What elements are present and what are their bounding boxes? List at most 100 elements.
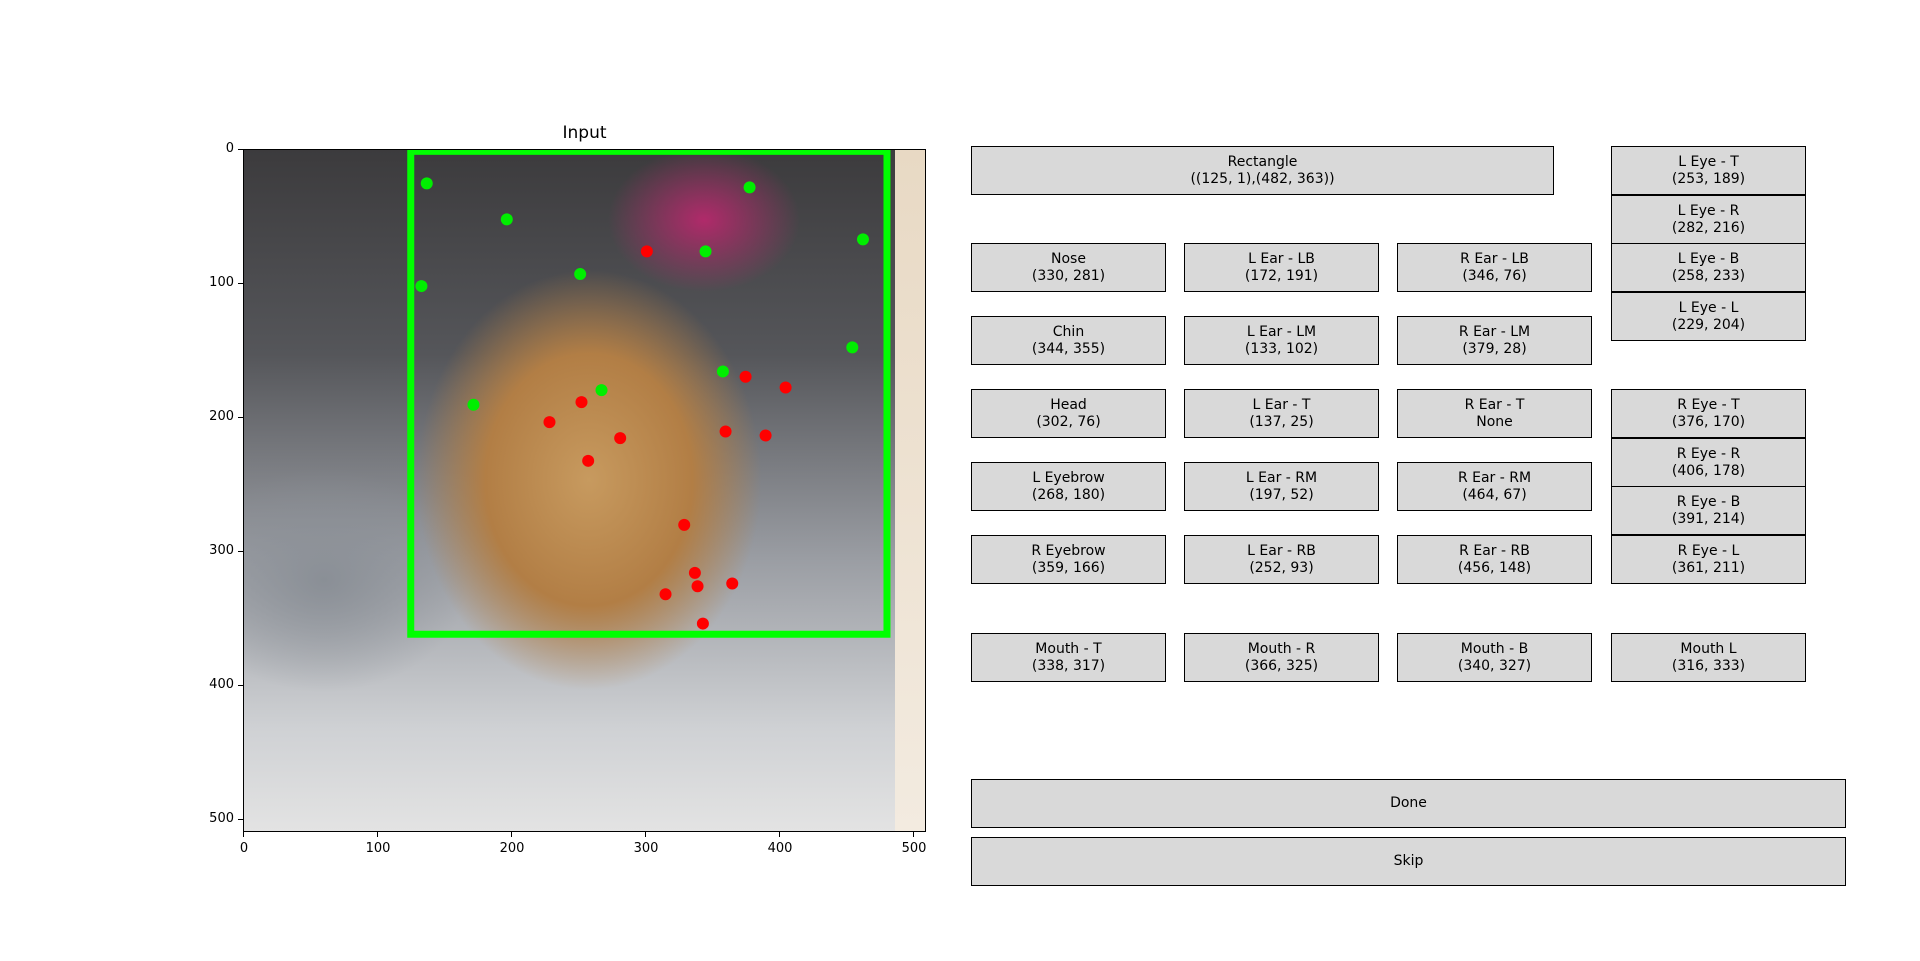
- green-keypoint: [846, 341, 859, 354]
- button-label: R Eye - T: [1677, 396, 1740, 413]
- x-tick-mark: [511, 832, 512, 837]
- green-keypoint: [699, 245, 712, 258]
- x-tick-label: 300: [633, 841, 659, 856]
- mouth-l-button[interactable]: Mouth L (316, 333): [1611, 633, 1806, 682]
- x-tick-label: 200: [499, 841, 525, 856]
- l-eye-l-button[interactable]: L Eye - L (229, 204): [1611, 292, 1806, 341]
- green-keypoint: [716, 365, 729, 378]
- button-value: (338, 317): [1031, 657, 1106, 674]
- mouth-r-button[interactable]: Mouth - R (366, 325): [1184, 633, 1379, 682]
- button-label: R Eye - R: [1676, 445, 1741, 462]
- green-keypoint: [856, 233, 869, 246]
- rectangle-button[interactable]: Rectangle ((125, 1),(482, 363)): [971, 146, 1554, 195]
- green-keypoint: [420, 177, 433, 190]
- button-value: (253, 189): [1671, 170, 1746, 187]
- button-label: Head: [1050, 396, 1087, 413]
- y-tick-label: 0: [225, 141, 234, 156]
- l-ear-lm-button[interactable]: L Ear - LM (133, 102): [1184, 316, 1379, 365]
- button-label: Done: [1390, 795, 1427, 811]
- r-eye-r-button[interactable]: R Eye - R (406, 178): [1611, 438, 1806, 487]
- button-value: (456, 148): [1457, 559, 1532, 576]
- red-keypoint: [678, 518, 691, 531]
- red-keypoint: [739, 370, 752, 383]
- button-value: (464, 67): [1462, 486, 1527, 503]
- l-ear-t-button[interactable]: L Ear - T (137, 25): [1184, 389, 1379, 438]
- l-ear-rm-button[interactable]: L Ear - RM (197, 52): [1184, 462, 1379, 511]
- l-eyebrow-button[interactable]: L Eyebrow (268, 180): [971, 462, 1166, 511]
- r-eye-l-button[interactable]: R Eye - L (361, 211): [1611, 535, 1806, 584]
- button-label: Chin: [1052, 323, 1085, 340]
- red-keypoint: [659, 588, 672, 601]
- button-value: (379, 28): [1462, 340, 1527, 357]
- annotation-overlay: [407, 150, 891, 638]
- skip-button[interactable]: Skip: [971, 837, 1846, 886]
- l-eye-b-button[interactable]: L Eye - B (258, 233): [1611, 243, 1806, 292]
- l-eye-r-button[interactable]: L Eye - R (282, 216): [1611, 195, 1806, 244]
- green-keypoint: [415, 280, 428, 293]
- r-ear-lb-button[interactable]: R Ear - LB (346, 76): [1397, 243, 1592, 292]
- button-label: L Eye - L: [1678, 299, 1739, 316]
- button-value: (252, 93): [1249, 559, 1314, 576]
- x-tick-label: 500: [901, 841, 927, 856]
- l-ear-lb-button[interactable]: L Ear - LB (172, 191): [1184, 243, 1379, 292]
- button-value: (282, 216): [1671, 219, 1746, 236]
- button-value: (330, 281): [1031, 267, 1106, 284]
- button-label: Mouth - R: [1247, 640, 1316, 657]
- red-keypoint: [779, 381, 792, 394]
- x-tick-label: 400: [767, 841, 793, 856]
- nose-button[interactable]: Nose (330, 281): [971, 243, 1166, 292]
- button-label: R Ear - T: [1464, 396, 1525, 413]
- y-tick-mark: [238, 551, 243, 552]
- r-eye-t-button[interactable]: R Eye - T (376, 170): [1611, 389, 1806, 438]
- button-value: ((125, 1),(482, 363)): [1190, 170, 1335, 187]
- x-tick-mark: [779, 832, 780, 837]
- button-value: (406, 178): [1671, 462, 1746, 479]
- y-tick-label: 300: [209, 543, 234, 558]
- image-canvas[interactable]: [243, 149, 926, 832]
- button-value: (268, 180): [1031, 486, 1106, 503]
- done-button[interactable]: Done: [971, 779, 1846, 828]
- l-eye-t-button[interactable]: L Eye - T (253, 189): [1611, 146, 1806, 195]
- button-label: R Ear - LB: [1460, 250, 1529, 267]
- red-keypoint: [726, 577, 739, 590]
- button-value: (361, 211): [1671, 559, 1746, 576]
- button-value: (346, 76): [1462, 267, 1527, 284]
- x-tick-mark: [243, 832, 244, 837]
- red-keypoint: [696, 617, 709, 630]
- button-label: R Eyebrow: [1031, 542, 1106, 559]
- button-label: Nose: [1051, 250, 1086, 267]
- button-label: L Eye - R: [1677, 202, 1740, 219]
- r-ear-t-button[interactable]: R Ear - T None: [1397, 389, 1592, 438]
- button-label: L Eye - T: [1678, 153, 1739, 170]
- y-tick-mark: [238, 685, 243, 686]
- button-value: (258, 233): [1671, 267, 1746, 284]
- y-tick-mark: [238, 819, 243, 820]
- button-value: (172, 191): [1244, 267, 1319, 284]
- r-eyebrow-button[interactable]: R Eyebrow (359, 166): [971, 535, 1166, 584]
- l-ear-rb-button[interactable]: L Ear - RB (252, 93): [1184, 535, 1379, 584]
- button-label: L Ear - RM: [1245, 469, 1318, 486]
- r-ear-rm-button[interactable]: R Ear - RM (464, 67): [1397, 462, 1592, 511]
- button-value: (137, 25): [1249, 413, 1314, 430]
- button-value: (133, 102): [1244, 340, 1319, 357]
- red-keypoint: [759, 429, 772, 442]
- button-label: Skip: [1393, 853, 1424, 869]
- r-ear-rb-button[interactable]: R Ear - RB (456, 148): [1397, 535, 1592, 584]
- r-eye-b-button[interactable]: R Eye - B (391, 214): [1611, 486, 1806, 535]
- button-label: R Ear - RM: [1457, 469, 1532, 486]
- red-keypoint: [691, 580, 704, 593]
- mouth-b-button[interactable]: Mouth - B (340, 327): [1397, 633, 1592, 682]
- button-value: (376, 170): [1671, 413, 1746, 430]
- button-value: (366, 325): [1244, 657, 1319, 674]
- mouth-t-button[interactable]: Mouth - T (338, 317): [971, 633, 1166, 682]
- chin-button[interactable]: Chin (344, 355): [971, 316, 1166, 365]
- cat-photo: [244, 150, 925, 831]
- button-value: (197, 52): [1249, 486, 1314, 503]
- button-value: (340, 327): [1457, 657, 1532, 674]
- button-label: L Ear - RB: [1247, 542, 1316, 559]
- x-tick-label: 100: [365, 841, 391, 856]
- r-ear-lm-button[interactable]: R Ear - LM (379, 28): [1397, 316, 1592, 365]
- y-tick-label: 400: [209, 677, 234, 692]
- head-button[interactable]: Head (302, 76): [971, 389, 1166, 438]
- button-label: Rectangle: [1227, 153, 1298, 170]
